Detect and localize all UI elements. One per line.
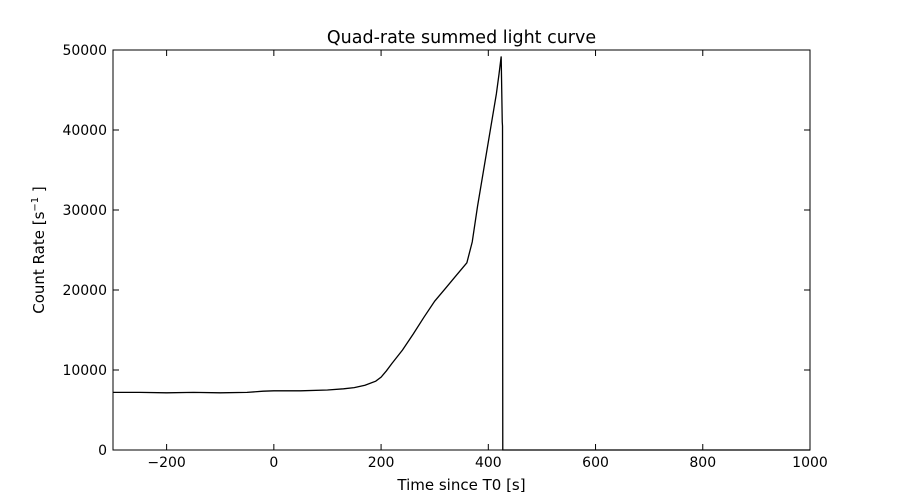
y-tick-label: 20000 [62,283,107,299]
x-axis-label: Time since T0 [s] [396,476,525,494]
chart-title: Quad-rate summed light curve [327,28,596,48]
y-axis-ticks: 0 10000 20000 30000 40000 50000 [62,43,810,459]
y-axis-label-superscript: −1 [30,197,41,212]
x-tick-label: 800 [689,455,716,471]
y-axis-label: Count Rate [s−1 ] [30,186,48,314]
x-tick-label: 0 [269,455,278,471]
y-axis-label-suffix: ] [30,186,48,197]
x-axis-ticks: −200 0 200 400 600 800 1000 [147,50,828,471]
y-tick-label: 40000 [62,123,107,139]
x-tick-label: 600 [582,455,609,471]
x-tick-label: 400 [475,455,502,471]
y-tick-label: 50000 [62,43,107,59]
x-tick-label: 200 [368,455,395,471]
y-tick-label: 30000 [62,203,107,219]
y-axis-label-prefix: Count Rate [s [30,211,48,313]
y-tick-label: 0 [98,443,107,459]
plot-frame [112,49,811,451]
x-tick-label: 1000 [792,455,828,471]
series-line [113,56,810,451]
x-tick-label: −200 [147,455,185,471]
y-tick-label: 10000 [62,363,107,379]
